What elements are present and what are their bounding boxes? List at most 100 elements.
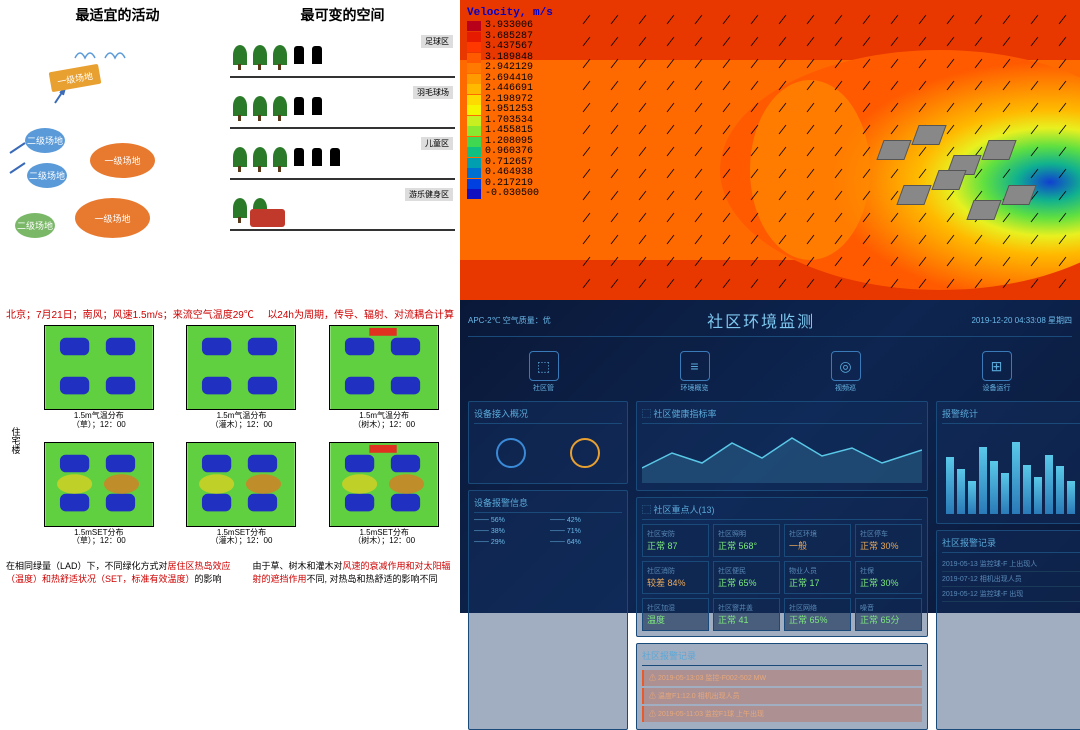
heatmap-caption: 1.5mSET分布（灌木）；12：00	[211, 529, 273, 547]
nav-icon[interactable]: ⊞设备运行	[982, 351, 1012, 393]
legend-row: 2.446691	[467, 84, 553, 95]
legend-row: 0.464938	[467, 168, 553, 179]
stat-bar	[1012, 442, 1020, 514]
alert-row[interactable]: ⚠ 2019-05-11:03 监控F1球 上午出现	[642, 706, 922, 722]
legend-row: 1.455815	[467, 126, 553, 137]
heatmap-cell: 1.5m气温分布（草）；12：00	[29, 325, 169, 439]
velocity-cfd-panel: Velocity, m/s 3.9330063.6852873.4375673.…	[460, 0, 1080, 300]
stat-bar	[1067, 481, 1075, 514]
heatmap-caption: 1.5mSET分布（树木）；12：00	[353, 529, 415, 547]
stat-bar	[957, 469, 965, 514]
zone-bubble: 二级场地	[15, 213, 55, 238]
heatmap-caption: 1.5m气温分布（灌木）；12：00	[211, 412, 273, 430]
conditions-right: 以24h为周期，传导、辐射、对流耦合计算	[267, 306, 454, 321]
health-chart-card: ⬚ 社区健康指标率	[636, 401, 928, 491]
activity-diagram-panel: 最适宜的活动 一级场地二级场地二级场地一级场地一级场地二级场地 最可变的空间 足…	[0, 0, 460, 300]
zone-bubble: 二级场地	[27, 163, 67, 188]
legend-row: 3.437567	[467, 42, 553, 53]
metric-box: 社区窨井盖正常 41	[713, 598, 780, 631]
air-quality: APC-2℃ 空气质量：优	[468, 315, 551, 326]
alert-row[interactable]: ⚠ 温度F1:12.0 相机出现人员	[642, 688, 922, 704]
nav-icon[interactable]: ≡环境概览	[680, 351, 710, 393]
activity-label: 羽毛球场	[413, 86, 453, 99]
log-row[interactable]: 2019-05-12 监控球-F 出现	[942, 587, 1080, 602]
legend-row: 0.960376	[467, 147, 553, 158]
activity-row: 儿童区	[230, 135, 455, 180]
stat-bar	[946, 457, 954, 514]
side-label: 住宅楼	[6, 325, 26, 555]
log-row[interactable]: 2019-07-12 相机出现人员	[942, 572, 1080, 587]
device-access-card: 设备接入概况	[468, 401, 628, 484]
activity-label: 足球区	[421, 35, 453, 48]
activity-label: 儿童区	[421, 137, 453, 150]
stat-bar	[979, 447, 987, 514]
legend-title: Velocity, m/s	[467, 7, 553, 19]
zone-bubble: 一级场地	[90, 143, 155, 178]
dashboard-panel: APC-2℃ 空气质量：优 社区环境监测 2019-12-20 04:33:08…	[460, 300, 1080, 613]
center-column: ⬚ 社区健康指标率 ⬚ 社区重点人(13) 社区安防正常 87社区照明正常 56…	[636, 401, 928, 730]
heatmap-cell: 1.5mSET分布（灌木）；12：00	[172, 442, 312, 556]
metric-box: 噪音正常 65分	[855, 598, 922, 631]
nav-icon[interactable]: ◎视频巡	[831, 351, 861, 393]
left-column: 设备接入概况 设备报警信息 ─── 56%─── 42% ─── 38%─── …	[468, 401, 628, 730]
metric-box: 社区照明正常 568°	[713, 524, 780, 557]
heatmap-footer: 在相同绿量（LAD）下，不同绿化方式对居住区热岛效应（温度）和热舒适状况（SET…	[6, 559, 454, 585]
heatmap-panel: 北京；7月21日；南风；风速1.5m/s；来流空气温度29℃ 以24h为周期，传…	[0, 300, 460, 613]
activity-row: 足球区	[230, 33, 455, 78]
metric-box: 社区环境一般	[784, 524, 851, 557]
zone-bubble: 二级场地	[25, 128, 65, 153]
device-alarm-card: 设备报警信息 ─── 56%─── 42% ─── 38%─── 71% ───…	[468, 490, 628, 730]
heatmap-cell: 1.5m气温分布（灌木）；12：00	[172, 325, 312, 439]
legend-row: 2.942129	[467, 63, 553, 74]
metric-box: 物业人员正常 17	[784, 561, 851, 594]
metric-box: 社区便民正常 65%	[713, 561, 780, 594]
alerts-card: 社区报警记录 ⚠ 2019-05-13:03 监控-F002-502 MW⚠ 温…	[636, 643, 928, 730]
stat-bar	[990, 461, 998, 514]
stat-bar	[968, 481, 976, 514]
stat-bar	[1056, 466, 1064, 514]
stat-bar	[1034, 477, 1042, 514]
heatmap-cell: 1.5mSET分布（树木）；12：00	[314, 442, 454, 556]
p1-left-title: 最适宜的活动	[5, 5, 230, 25]
conditions-left: 北京；7月21日；南风；风速1.5m/s；来流空气温度29℃	[6, 306, 254, 321]
alarm-stats-card: 报警统计	[936, 401, 1080, 524]
legend-row: 1.951253	[467, 105, 553, 116]
metric-box: 社保正常 30%	[855, 561, 922, 594]
line-chart	[642, 428, 922, 483]
alert-row[interactable]: ⚠ 2019-05-13:03 监控-F002-502 MW	[642, 670, 922, 686]
velocity-legend: Velocity, m/s 3.9330063.6852873.4375673.…	[465, 5, 555, 202]
metric-box: 社区安防正常 87	[642, 524, 709, 557]
heatmap-cell: 1.5m气温分布（树木）；12：00	[314, 325, 454, 439]
heatmap-caption: 1.5mSET分布（草）；12：00	[72, 529, 126, 547]
activity-label: 游乐健身区	[405, 188, 453, 201]
nav-icons: ⬚社区管 ≡环境概览 ◎视频巡 ⊞设备运行	[468, 343, 1072, 401]
right-column: 报警统计 社区报警记录 2019-05-13 监控球-F 上出现人2019-07…	[936, 401, 1080, 730]
datetime: 2019-12-20 04:33:08 星期四	[971, 315, 1072, 326]
log-row[interactable]: 2019-05-13 监控球-F 上出现人	[942, 557, 1080, 572]
stat-bar	[1045, 455, 1053, 514]
activity-row: 羽毛球场	[230, 84, 455, 129]
dashboard-title: 社区环境监测	[707, 308, 815, 332]
bar-chart	[942, 428, 1080, 518]
heatmap-cell: 1.5mSET分布（草）；12：00	[29, 442, 169, 556]
metric-box: 社区停车正常 30%	[855, 524, 922, 557]
zone-bubble: 一级场地	[75, 198, 150, 238]
dashboard-header: APC-2℃ 空气质量：优 社区环境监测 2019-12-20 04:33:08…	[468, 308, 1072, 337]
alarm-log-card: 社区报警记录 2019-05-13 监控球-F 上出现人2019-07-12 相…	[936, 530, 1080, 730]
activity-row: 游乐健身区	[230, 186, 455, 231]
nav-icon[interactable]: ⬚社区管	[529, 351, 559, 393]
legend-row: 3.933006	[467, 21, 553, 32]
bubble-diagram: 一级场地二级场地二级场地一级场地一级场地二级场地	[5, 33, 230, 283]
activity-rows: 足球区羽毛球场儿童区游乐健身区	[230, 33, 455, 231]
heatmap-caption: 1.5m气温分布（草）；12：00	[72, 412, 126, 430]
stat-bar	[1001, 473, 1009, 514]
metric-box: 社区加湿温度	[642, 598, 709, 631]
legend-row: -0.030500	[467, 189, 553, 200]
heatmap-caption: 1.5m气温分布（树木）；12：00	[353, 412, 415, 430]
p1-right-title: 最可变的空间	[230, 5, 455, 25]
metric-box: 社区消防较差 84%	[642, 561, 709, 594]
metrics-grid: 社区安防正常 87社区照明正常 568°社区环境一般社区停车正常 30% 社区消防…	[642, 524, 922, 631]
metric-box: 社区网络正常 65%	[784, 598, 851, 631]
members-card: ⬚ 社区重点人(13) 社区安防正常 87社区照明正常 568°社区环境一般社区…	[636, 497, 928, 637]
stat-bar	[1023, 465, 1031, 514]
